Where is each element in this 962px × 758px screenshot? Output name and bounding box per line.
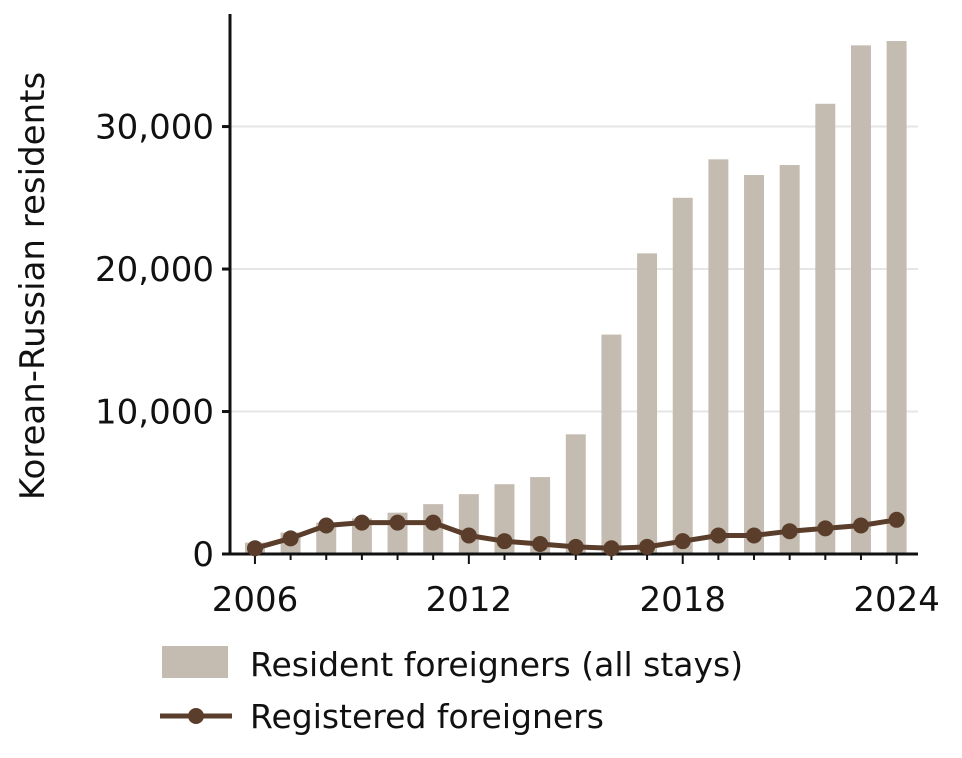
- bar-2023: [850, 45, 871, 555]
- registered-point-2018: [674, 533, 691, 550]
- bar-2017: [637, 253, 658, 554]
- tick-labels: 0 10,000 20,000 30,000 2006 2012 2018 2024: [95, 108, 940, 620]
- bar-2021: [779, 165, 800, 554]
- bar-2016: [601, 334, 622, 554]
- registered-point-2010: [389, 514, 406, 531]
- x-tick-label-0: 2006: [212, 580, 299, 620]
- y-tick-label-1: 10,000: [95, 393, 214, 433]
- legend: Resident foreigners (all stays) Register…: [160, 645, 743, 736]
- registered-point-2024: [888, 511, 905, 528]
- legend-label-bar: Resident foreigners (all stays): [250, 645, 743, 684]
- x-tick-label-2: 2018: [639, 580, 726, 620]
- bar-2018: [672, 197, 693, 554]
- registered-point-2013: [496, 533, 513, 550]
- bar-2022: [815, 103, 836, 554]
- bar-2012: [458, 494, 479, 554]
- registered-point-2006: [246, 540, 263, 557]
- bar-2015: [565, 434, 586, 554]
- registered-point-2009: [353, 514, 370, 531]
- bar-2020: [744, 175, 765, 555]
- registered-point-2017: [639, 538, 656, 555]
- registered-point-2022: [817, 520, 834, 537]
- registered-point-2015: [567, 538, 584, 555]
- registered-point-2011: [425, 514, 442, 531]
- line-series: [246, 511, 905, 557]
- gridlines: [230, 125, 918, 413]
- registered-point-2012: [460, 527, 477, 544]
- y-tick-label-3: 30,000: [95, 108, 214, 148]
- y-tick-label-0: 0: [192, 535, 214, 575]
- legend-swatch-bar: [162, 646, 228, 678]
- bar-2019: [708, 159, 729, 554]
- legend-label-line: Registered foreigners: [250, 697, 604, 736]
- registered-point-2008: [318, 517, 335, 534]
- y-tick-label-2: 20,000: [95, 250, 214, 290]
- registered-point-2019: [710, 527, 727, 544]
- registered-point-2014: [532, 536, 549, 553]
- registered-point-2023: [852, 517, 869, 534]
- bar-series: [244, 41, 907, 555]
- y-axis-title: Korean-Russian residents: [13, 72, 53, 500]
- bar-2014: [530, 477, 551, 554]
- registered-point-2020: [746, 527, 763, 544]
- registered-point-2021: [781, 523, 798, 540]
- x-tick-label-1: 2012: [426, 580, 513, 620]
- registered-point-2007: [282, 530, 299, 547]
- registered-point-2016: [603, 540, 620, 557]
- x-tick-label-3: 2024: [853, 580, 940, 620]
- legend-swatch-marker: [188, 708, 204, 724]
- bar-2024: [886, 41, 907, 555]
